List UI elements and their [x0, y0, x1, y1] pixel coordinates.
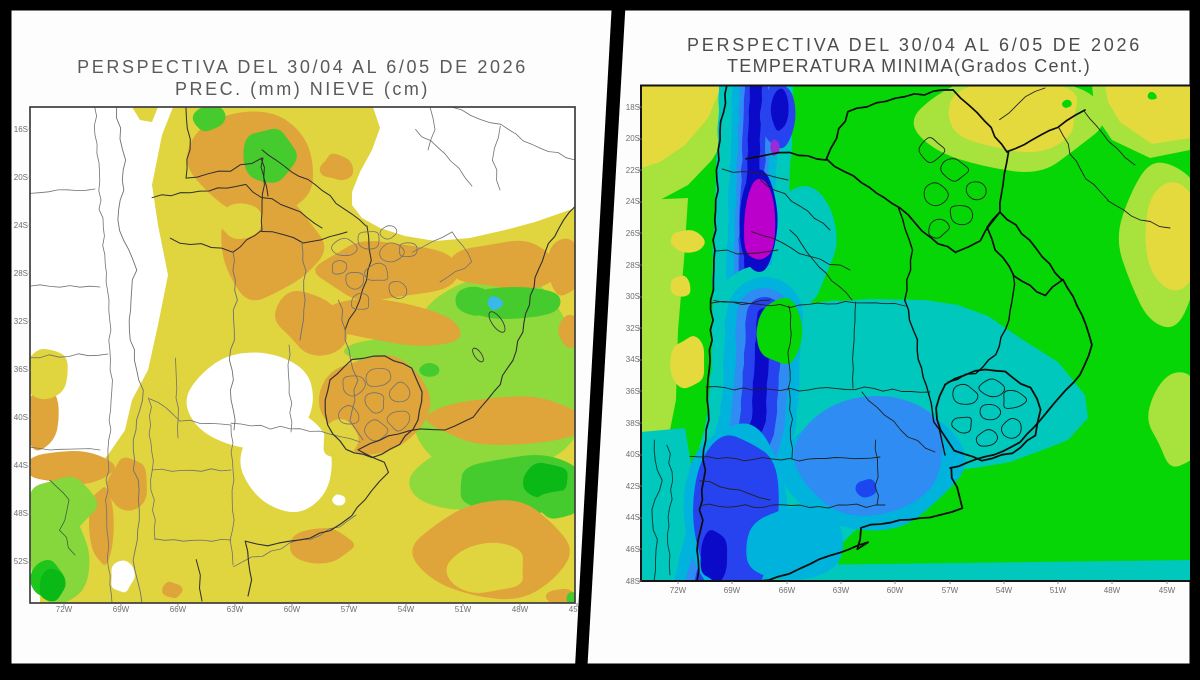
svg-text:48S: 48S: [14, 509, 28, 518]
svg-text:26S: 26S: [626, 229, 640, 238]
svg-text:66W: 66W: [779, 586, 796, 595]
svg-text:PREC. (mm) NIEVE (cm): PREC. (mm) NIEVE (cm): [175, 79, 430, 99]
svg-text:48W: 48W: [512, 605, 529, 614]
svg-text:44S: 44S: [14, 461, 28, 470]
svg-text:54W: 54W: [398, 605, 415, 614]
svg-text:44S: 44S: [626, 513, 640, 522]
svg-text:40S: 40S: [626, 450, 640, 459]
svg-text:36S: 36S: [626, 387, 640, 396]
svg-text:60W: 60W: [284, 605, 301, 614]
svg-text:45W: 45W: [569, 605, 586, 614]
svg-text:24S: 24S: [626, 197, 640, 206]
svg-text:24S: 24S: [14, 221, 28, 230]
svg-text:36S: 36S: [14, 365, 28, 374]
svg-text:TEMPERATURA MINIMA(Grados Cent: TEMPERATURA MINIMA(Grados Cent.): [727, 56, 1091, 76]
svg-text:57W: 57W: [341, 605, 358, 614]
svg-text:45W: 45W: [1159, 586, 1176, 595]
svg-text:40S: 40S: [14, 413, 28, 422]
svg-text:48S: 48S: [626, 577, 640, 586]
svg-text:72W: 72W: [670, 586, 687, 595]
svg-text:48W: 48W: [1104, 586, 1121, 595]
svg-text:38S: 38S: [626, 419, 640, 428]
svg-text:69W: 69W: [113, 605, 130, 614]
svg-text:63W: 63W: [833, 586, 850, 595]
svg-text:PERSPECTIVA DEL 30/04 AL 6/05: PERSPECTIVA DEL 30/04 AL 6/05 DE 2026: [687, 35, 1142, 55]
svg-text:69W: 69W: [724, 586, 741, 595]
svg-text:63W: 63W: [227, 605, 244, 614]
svg-text:20S: 20S: [626, 134, 640, 143]
svg-text:51W: 51W: [455, 605, 472, 614]
svg-text:51W: 51W: [1050, 586, 1067, 595]
svg-text:30S: 30S: [626, 292, 640, 301]
svg-text:42S: 42S: [626, 482, 640, 491]
svg-text:16S: 16S: [14, 125, 28, 134]
svg-text:66W: 66W: [170, 605, 187, 614]
svg-text:22S: 22S: [626, 166, 640, 175]
svg-text:52S: 52S: [14, 557, 28, 566]
svg-text:54W: 54W: [996, 586, 1013, 595]
svg-text:34S: 34S: [626, 355, 640, 364]
svg-text:32S: 32S: [626, 324, 640, 333]
svg-text:32S: 32S: [14, 317, 28, 326]
svg-text:18S: 18S: [626, 103, 640, 112]
svg-text:60W: 60W: [887, 586, 904, 595]
svg-text:28S: 28S: [626, 261, 640, 270]
svg-text:46S: 46S: [626, 545, 640, 554]
svg-text:57W: 57W: [942, 586, 959, 595]
svg-text:72W: 72W: [56, 605, 73, 614]
svg-text:20S: 20S: [14, 173, 28, 182]
svg-text:28S: 28S: [14, 269, 28, 278]
svg-text:PERSPECTIVA DEL 30/04 AL 6/05: PERSPECTIVA DEL 30/04 AL 6/05 DE 2026: [77, 57, 528, 77]
